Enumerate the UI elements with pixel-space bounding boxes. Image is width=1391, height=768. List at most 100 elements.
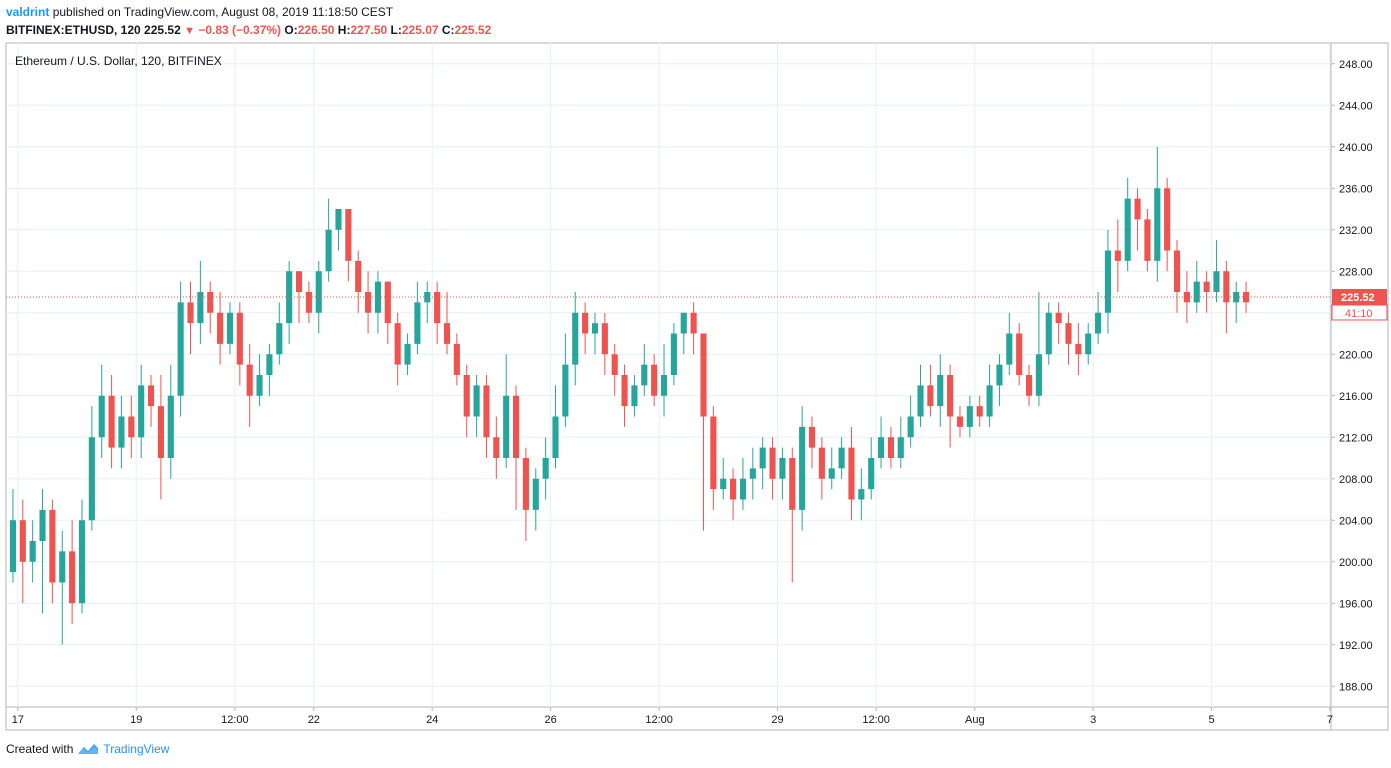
- candle-body[interactable]: [226, 312, 234, 344]
- candle-body[interactable]: [1045, 312, 1052, 355]
- candle-body[interactable]: [680, 312, 687, 334]
- candle-body[interactable]: [187, 302, 194, 324]
- candle-body[interactable]: [522, 458, 529, 510]
- candle-body[interactable]: [868, 458, 875, 490]
- candle-body[interactable]: [710, 416, 717, 490]
- candle-body[interactable]: [799, 426, 806, 510]
- candle-body[interactable]: [996, 364, 1003, 386]
- candle-body[interactable]: [739, 478, 747, 500]
- candle-body[interactable]: [1164, 188, 1171, 251]
- candle-body[interactable]: [138, 385, 145, 438]
- candle-body[interactable]: [276, 323, 283, 355]
- candle-body[interactable]: [1035, 354, 1042, 396]
- candle-body[interactable]: [157, 406, 164, 458]
- candle-body[interactable]: [453, 343, 460, 375]
- candle-body[interactable]: [611, 354, 618, 375]
- candle-body[interactable]: [1154, 188, 1161, 261]
- candle-body[interactable]: [59, 551, 66, 583]
- candle-body[interactable]: [217, 312, 224, 344]
- candle-body[interactable]: [236, 312, 243, 365]
- candle-body[interactable]: [9, 520, 16, 573]
- candle-body[interactable]: [1055, 312, 1062, 324]
- candle-body[interactable]: [305, 292, 312, 313]
- candle-body[interactable]: [858, 489, 865, 500]
- candle-body[interactable]: [1223, 271, 1230, 303]
- candle-body[interactable]: [246, 364, 253, 396]
- candle-body[interactable]: [69, 551, 76, 604]
- candle-body[interactable]: [463, 375, 470, 417]
- candle-body[interactable]: [878, 437, 885, 458]
- candle-body[interactable]: [1203, 281, 1210, 292]
- candle-body[interactable]: [897, 437, 904, 458]
- candle-body[interactable]: [769, 447, 776, 479]
- candle-body[interactable]: [118, 416, 125, 448]
- candle-body[interactable]: [601, 323, 608, 355]
- candle-body[interactable]: [443, 323, 451, 344]
- candle-body[interactable]: [641, 364, 648, 386]
- candle-body[interactable]: [414, 302, 421, 344]
- candle-body[interactable]: [887, 437, 894, 458]
- candle-body[interactable]: [552, 416, 559, 459]
- candle-body[interactable]: [167, 395, 174, 458]
- candle-body[interactable]: [424, 292, 431, 303]
- candle-body[interactable]: [483, 385, 490, 438]
- candle-body[interactable]: [355, 260, 362, 292]
- candle-body[interactable]: [1173, 250, 1181, 293]
- candle-body[interactable]: [956, 416, 964, 427]
- candle-body[interactable]: [700, 333, 707, 417]
- candle-body[interactable]: [838, 447, 845, 469]
- candle-body[interactable]: [730, 478, 737, 500]
- candle-body[interactable]: [582, 312, 589, 334]
- candle-body[interactable]: [434, 292, 441, 324]
- candle-body[interactable]: [108, 395, 115, 448]
- candle-body[interactable]: [690, 312, 697, 334]
- candle-body[interactable]: [927, 385, 934, 407]
- candle-body[interactable]: [1025, 375, 1033, 396]
- candle-body[interactable]: [976, 406, 983, 417]
- candle-body[interactable]: [966, 406, 973, 427]
- candle-body[interactable]: [1243, 292, 1250, 303]
- candle-body[interactable]: [335, 209, 342, 230]
- candle-body[interactable]: [947, 375, 954, 417]
- candle-body[interactable]: [720, 478, 727, 490]
- candle-body[interactable]: [1114, 250, 1121, 261]
- candle-body[interactable]: [88, 437, 95, 521]
- candle-body[interactable]: [49, 509, 56, 583]
- candle-body[interactable]: [1213, 271, 1220, 292]
- candle-body[interactable]: [295, 271, 303, 292]
- candle-body[interactable]: [512, 395, 520, 458]
- candle-body[interactable]: [660, 375, 668, 396]
- candle-body[interactable]: [503, 395, 510, 458]
- candle-body[interactable]: [197, 292, 204, 324]
- candle-body[interactable]: [39, 509, 46, 541]
- candle-body[interactable]: [621, 375, 628, 407]
- candle-body[interactable]: [315, 271, 322, 313]
- candle-body[interactable]: [848, 447, 855, 500]
- candle-body[interactable]: [1134, 198, 1141, 220]
- candle-body[interactable]: [591, 323, 599, 334]
- candle-body[interactable]: [286, 271, 293, 324]
- author-name[interactable]: valdrint: [6, 5, 50, 19]
- candle-body[interactable]: [532, 478, 539, 510]
- candle-body[interactable]: [1006, 333, 1013, 365]
- candle-body[interactable]: [828, 468, 835, 479]
- candle-body[interactable]: [1085, 333, 1092, 355]
- candle-body[interactable]: [759, 447, 766, 469]
- candle-body[interactable]: [1183, 292, 1190, 303]
- candle-body[interactable]: [473, 385, 480, 417]
- candle-body[interactable]: [1065, 323, 1072, 344]
- candle-body[interactable]: [1124, 198, 1131, 261]
- candle-body[interactable]: [1075, 343, 1082, 355]
- candle-body[interactable]: [29, 541, 36, 562]
- candle-body[interactable]: [1016, 333, 1023, 376]
- candle-body[interactable]: [256, 375, 263, 396]
- candle-body[interactable]: [128, 416, 135, 438]
- candle-body[interactable]: [19, 520, 26, 562]
- candle-body[interactable]: [917, 385, 924, 417]
- candle-body[interactable]: [542, 458, 549, 479]
- candle-body[interactable]: [937, 375, 944, 407]
- candle-body[interactable]: [365, 292, 372, 313]
- candle-body[interactable]: [404, 343, 411, 365]
- candle-body[interactable]: [78, 520, 86, 604]
